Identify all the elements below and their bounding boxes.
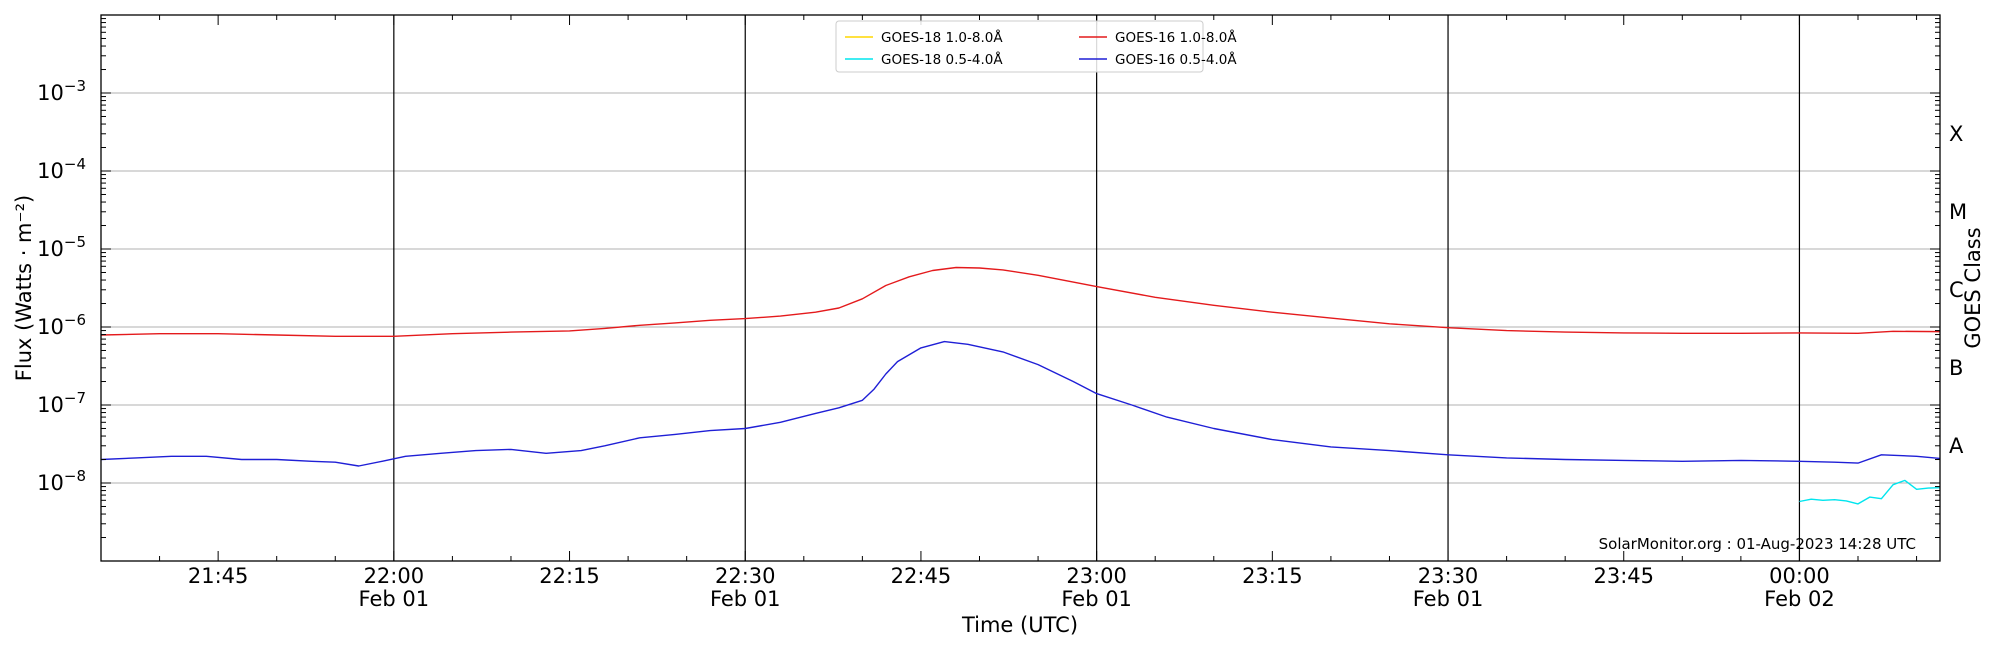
- date-separator-lines: [393, 15, 1801, 561]
- x-tick-label: 00:00: [1769, 564, 1830, 588]
- y-tick-label: 10−8: [37, 467, 86, 495]
- x-tick-date-label: Feb 01: [1413, 587, 1484, 611]
- y-tick-label: 10−5: [37, 233, 86, 261]
- y2-axis-title: GOES Class: [1961, 227, 1985, 348]
- y-tick-label: 10−6: [37, 311, 86, 339]
- legend-label: GOES-18 1.0-8.0Å: [881, 29, 1003, 46]
- y-axis-title: Flux (Watts · m⁻²): [12, 195, 36, 381]
- y-tick-label: 10−3: [37, 77, 86, 105]
- y-tick-label: 10−4: [37, 155, 86, 183]
- grid-lines: [101, 92, 1940, 484]
- axis-ticks: [100, 14, 1940, 562]
- x-axis-title: Time (UTC): [961, 613, 1078, 637]
- x-tick-label: 21:45: [188, 564, 249, 588]
- legend-label: GOES-16 1.0-8.0Å: [1115, 29, 1237, 46]
- goes-class-label: X: [1949, 122, 1963, 146]
- legend-label: GOES-16 0.5-4.0Å: [1115, 51, 1237, 68]
- x-tick-label: 23:30: [1418, 564, 1479, 588]
- x-tick-label: 23:45: [1593, 564, 1654, 588]
- goes-class-label: A: [1949, 434, 1964, 458]
- x-tick-label: 23:15: [1242, 564, 1303, 588]
- goes-class-label: M: [1949, 200, 1967, 224]
- x-tick-label: 22:45: [891, 564, 952, 588]
- x-tick-date-label: Feb 01: [359, 587, 430, 611]
- x-tick-date-label: Feb 01: [710, 587, 781, 611]
- x-tick-label: 22:00: [364, 564, 425, 588]
- goes-class-label: C: [1949, 278, 1964, 302]
- series-line: [101, 266, 1940, 337]
- legend-label: GOES-18 0.5-4.0Å: [881, 51, 1003, 68]
- series-line: [1799, 479, 1940, 505]
- x-tick-label: 22:15: [539, 564, 600, 588]
- x-tick-date-label: Feb 02: [1764, 587, 1835, 611]
- series-lines: [101, 266, 1940, 505]
- legend: GOES-18 1.0-8.0Å GOES-18 0.5-4.0Å GOES-16 …: [835, 20, 1237, 73]
- x-tick-label: 22:30: [715, 564, 776, 588]
- source-annotation: SolarMonitor.org : 01-Aug-2023 14:28 UTC: [1599, 535, 1916, 553]
- plot-background: [101, 15, 1940, 561]
- y-tick-label: 10−7: [37, 389, 86, 417]
- x-tick-date-label: Feb 01: [1061, 587, 1132, 611]
- plot-frame: [100, 14, 1941, 562]
- x-tick-label: 23:00: [1066, 564, 1127, 588]
- series-line: [101, 340, 1940, 467]
- legend-box: [835, 20, 1204, 73]
- goes-class-label: B: [1949, 356, 1963, 380]
